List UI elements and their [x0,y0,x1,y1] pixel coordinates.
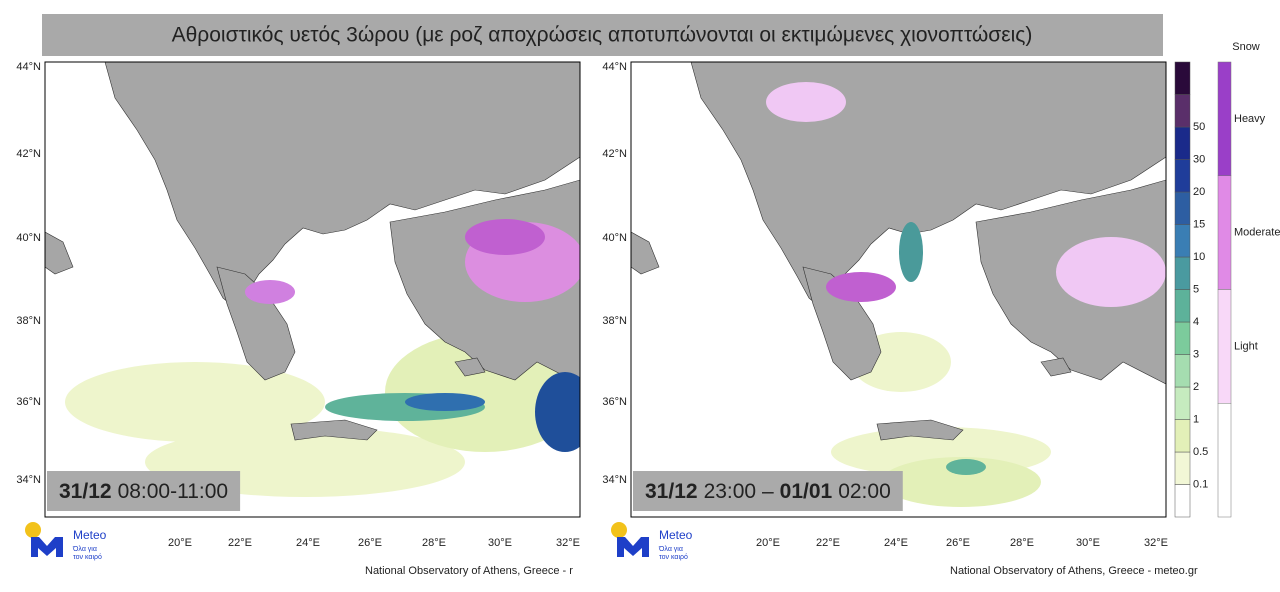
snow-title: Snow [1232,41,1260,53]
precip-label: 50 [1193,121,1205,133]
lon-label: 30°E [488,537,512,549]
precip-swatch [1174,159,1191,193]
precip-label: 4 [1193,316,1199,328]
precip-label: 0.1 [1193,478,1208,490]
time-box [633,471,903,511]
logo-name: Meteo [659,528,693,542]
map-panel [44,61,581,518]
lat-label: 42°N [16,148,41,160]
snow-label: Moderate [1234,227,1280,239]
lat-label: 40°N [602,232,627,244]
lon-label: 28°E [422,537,446,549]
snow-label: Heavy [1234,113,1266,125]
title-bar [42,14,1163,56]
precip-label: 20 [1193,186,1205,198]
logo-tagline: Όλα για [72,546,97,553]
precip-swatch [1174,484,1191,518]
precip-label: 3 [1193,348,1199,360]
lon-label: 30°E [1076,537,1100,549]
precip-swatch [1174,94,1191,128]
precip-swatch [1174,224,1191,258]
logo-tagline: τον καιρό [659,553,688,561]
lon-label: 20°E [756,537,780,549]
lat-label: 34°N [16,474,41,486]
snow-label: Light [1234,340,1258,352]
time-box [47,471,241,511]
lat-label: 42°N [602,148,627,160]
lat-label: 36°N [16,396,41,408]
lon-label: 32°E [556,537,580,549]
precip-swatch [1174,61,1191,95]
logo-tagline: Όλα για [658,546,683,553]
lon-label: 20°E [168,537,192,549]
time-part: 23:00 – [704,480,774,503]
lon-label: 24°E [884,537,908,549]
precip-swatch [1174,126,1191,160]
map-panel [630,61,1167,518]
precip-label: 10 [1193,251,1205,263]
credit: National Observatory of Athens, Greece -… [365,565,573,577]
precip-swatch [1174,289,1191,323]
logo-sun [25,522,41,538]
lon-label: 22°E [816,537,840,549]
lon-label: 22°E [228,537,252,549]
logo-mark [31,537,63,557]
precip-label: 5 [1193,283,1199,295]
snow-swatch [1217,403,1232,518]
time-label: 31/12 23:00 – 01/01 02:00 [645,480,891,503]
logo-name: Meteo [73,528,107,542]
time-part: 02:00 [838,480,891,503]
precip-swatch [1174,419,1191,453]
precip-swatch [1174,256,1191,290]
snow-swatch [1217,289,1232,404]
precip-label: 30 [1193,153,1205,165]
title: Αθροιστικός υετός 3ώρου (με ροζ αποχρώσε… [172,24,1033,47]
lat-label: 34°N [602,474,627,486]
time-label: 31/12 08:00-11:00 [59,480,228,503]
precip-label: 15 [1193,218,1205,230]
precip-swatch [1174,451,1191,485]
precip-swatch [1174,386,1191,420]
time-part: 31/12 [645,480,698,503]
precip-label: 2 [1193,381,1199,393]
precip-swatch [1174,191,1191,225]
time-part: 31/12 [59,480,112,503]
legends: 0.1 0.5 1 2 3 4 5 10 15 20 30 50 Snow Heavy Moderate Li… [1174,41,1280,518]
lon-label: 28°E [1010,537,1034,549]
precip-swatch [1174,321,1191,355]
lat-label: 44°N [16,61,41,73]
logo-sun [611,522,627,538]
precip-swatch [1174,354,1191,388]
time-part: 01/01 [780,480,833,503]
lon-label: 26°E [946,537,970,549]
snow-swatch [1217,61,1232,176]
time-part: 08:00-11:00 [118,480,229,503]
lat-label: 36°N [602,396,627,408]
lat-label: 44°N [602,61,627,73]
lon-label: 24°E [296,537,320,549]
lat-label: 40°N [16,232,41,244]
lat-label: 38°N [16,315,41,327]
credit: National Observatory of Athens, Greece -… [950,565,1198,577]
logo-mark [617,537,649,557]
lat-label: 38°N [602,315,627,327]
precip-label: 0.5 [1193,446,1208,458]
lon-label: 32°E [1144,537,1168,549]
logo-tagline: τον καιρό [73,553,102,561]
precip-label: 1 [1193,413,1199,425]
snow-swatch [1217,175,1232,290]
lon-label: 26°E [358,537,382,549]
